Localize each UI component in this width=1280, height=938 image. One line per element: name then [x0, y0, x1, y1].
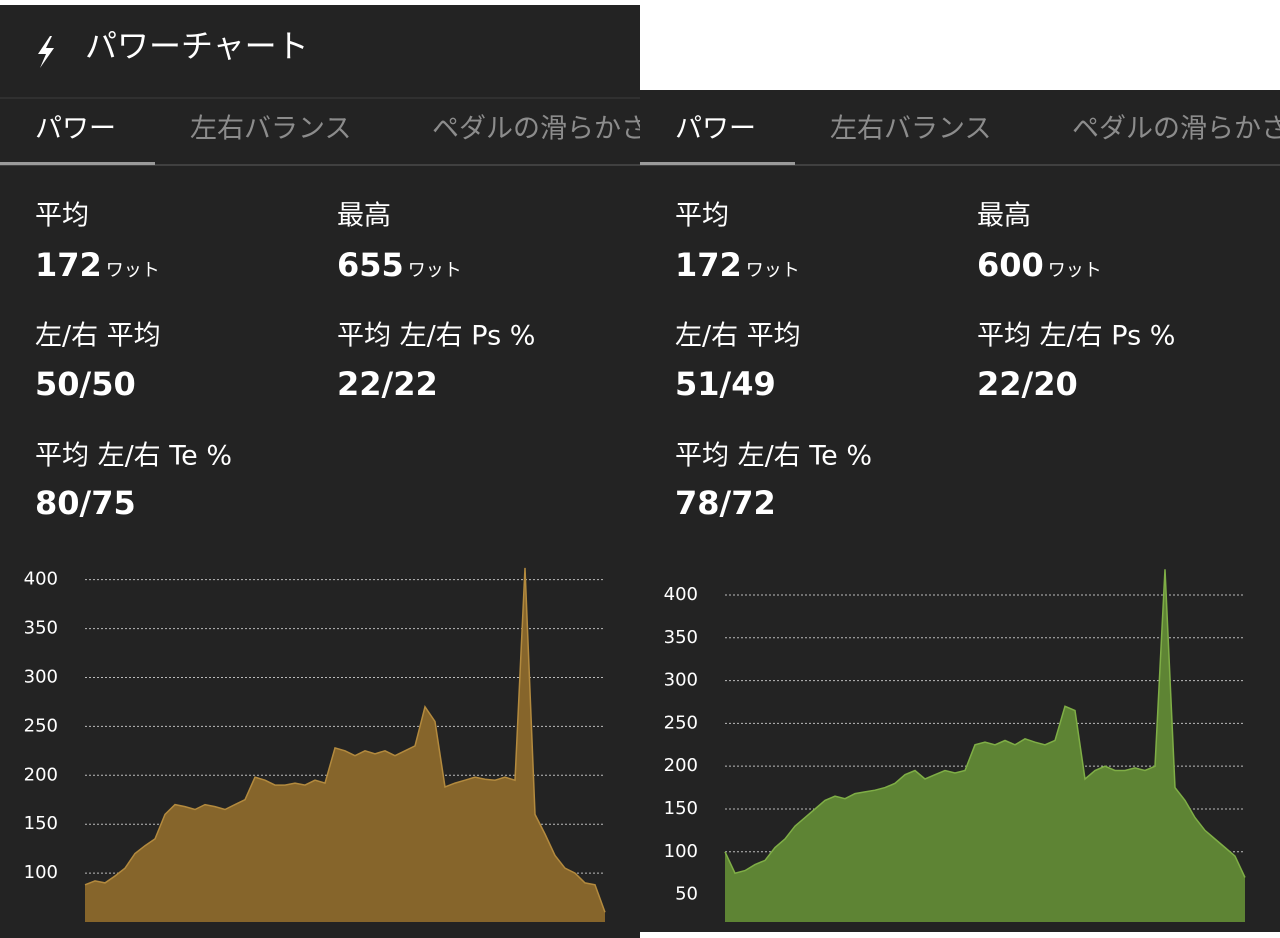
- tab[interactable]: 左右バランス: [830, 114, 991, 145]
- stat-value: 22/22: [337, 365, 438, 403]
- stat-label: 平均: [675, 201, 729, 232]
- y-tick-label: 200: [664, 755, 698, 776]
- stat-value: 80/75: [35, 484, 136, 522]
- stat-value: 172: [675, 246, 742, 284]
- stat-unit: ワット: [746, 260, 800, 281]
- area: [725, 569, 1245, 922]
- y-tick-label: 400: [664, 584, 698, 605]
- area-line: [84, 567, 606, 913]
- y-tick-label: 150: [664, 798, 698, 819]
- y-tick-label: 150: [24, 813, 58, 834]
- y-tick-label: 200: [24, 764, 58, 785]
- y-tick-label: 100: [24, 862, 58, 883]
- y-tick-label: 350: [664, 627, 698, 648]
- stat-unit: ワット: [106, 260, 160, 281]
- y-tick-label: 250: [664, 712, 698, 733]
- stat-label: 最高: [337, 201, 391, 232]
- stat-label: 左/右 平均: [35, 321, 161, 352]
- stat-label: 最高: [977, 201, 1031, 232]
- stat-unit: ワット: [1048, 260, 1102, 281]
- tab[interactable]: パワー: [675, 114, 756, 145]
- y-tick-label: 50: [675, 884, 698, 905]
- stat-value: 172: [35, 246, 102, 284]
- tab-indicator: [0, 162, 155, 165]
- bolt-icon: [38, 36, 54, 68]
- y-tick-label: 350: [24, 618, 58, 639]
- stat-label: 平均 左/右 Ps %: [977, 321, 1175, 352]
- stat-unit: ワット: [408, 260, 462, 281]
- stat-value: 51/49: [675, 365, 776, 403]
- stat-label: 平均 左/右 Ps %: [337, 321, 535, 352]
- y-tick-label: 300: [664, 670, 698, 691]
- stat-value: 50/50: [35, 365, 136, 403]
- tab[interactable]: ペダルの滑らかさ: [432, 114, 648, 145]
- stat-value: 22/20: [977, 365, 1078, 403]
- y-tick-label: 100: [664, 841, 698, 862]
- y-tick-label: 400: [24, 569, 58, 590]
- y-tick-label: 300: [24, 666, 58, 687]
- tab[interactable]: 左右バランス: [190, 114, 351, 145]
- stat-value: 655: [337, 246, 404, 284]
- tab-indicator: [640, 162, 795, 165]
- area: [85, 567, 605, 922]
- stat-value: 78/72: [675, 484, 776, 522]
- stat-label: 平均 左/右 Te %: [675, 441, 872, 472]
- stat-label: 平均: [35, 201, 89, 232]
- tab[interactable]: パワー: [35, 114, 116, 145]
- stat-label: 平均 左/右 Te %: [35, 441, 232, 472]
- area-line: [724, 569, 1246, 878]
- tab[interactable]: ペダルの滑らかさ: [1072, 114, 1280, 145]
- y-tick-label: 250: [24, 715, 58, 736]
- stat-label: 左/右 平均: [675, 321, 801, 352]
- stat-value: 600: [977, 246, 1044, 284]
- header-title: パワーチャート: [85, 27, 309, 65]
